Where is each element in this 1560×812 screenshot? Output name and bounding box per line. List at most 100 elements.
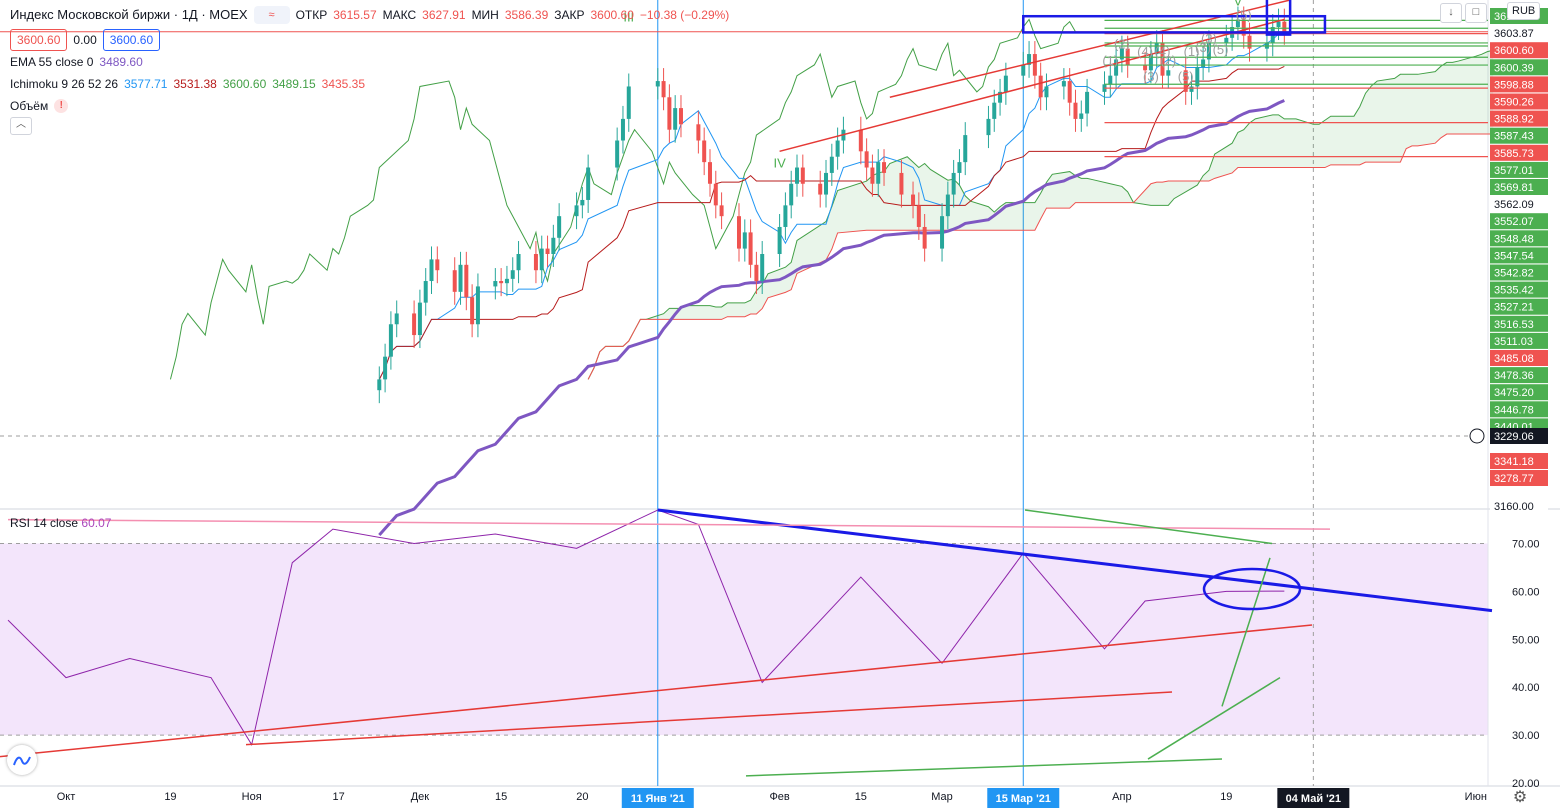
price-label-13: 3548.48	[1494, 233, 1534, 245]
candle-body	[661, 81, 666, 98]
price-label-box-25	[1490, 428, 1548, 444]
candle-body	[1201, 59, 1206, 68]
candle-body	[377, 379, 382, 391]
price-label-box-4	[1490, 76, 1548, 93]
candle-body	[800, 167, 805, 184]
chart-legend: Индекс Московской биржи · 1Д · MOEX ≈ ОТ…	[10, 4, 729, 135]
candle-body	[824, 172, 829, 195]
ema-name: EMA 55 close 0	[10, 55, 94, 69]
candle-body	[736, 216, 741, 249]
maximize-icon[interactable]: □	[1465, 3, 1487, 23]
time-highlight-label-0: 11 Янв '21	[631, 793, 685, 805]
time-axis-label-2: Ноя	[242, 791, 262, 803]
arrow-down-icon[interactable]: ↓	[1440, 3, 1462, 23]
candle-body	[458, 264, 463, 292]
price-label-box-19	[1490, 332, 1548, 349]
wave-label-6: (5)	[1236, 7, 1252, 22]
price-label-box-1	[1490, 25, 1548, 42]
candle-body	[998, 91, 1003, 103]
price-label-box-26	[1490, 453, 1548, 469]
candle-body	[620, 118, 625, 141]
candle-body	[951, 172, 956, 195]
candle-body	[1085, 91, 1090, 114]
wave-button[interactable]: ≈	[253, 6, 290, 24]
currency-badge[interactable]: RUB	[1507, 2, 1541, 20]
volume-legend[interactable]: Объём !	[10, 95, 729, 117]
symbol-title[interactable]: Индекс Московской биржи · 1Д · MOEX	[10, 7, 248, 22]
time-axis-label-9: Мар	[931, 791, 953, 803]
time-axis-label-4: Дек	[411, 791, 430, 803]
candle-body	[1108, 75, 1113, 85]
candle-body	[992, 102, 997, 119]
candle-body	[551, 237, 556, 254]
time-axis-label-8: 15	[855, 791, 867, 803]
ichimoku-span-a-line	[587, 49, 1494, 380]
candle-body	[1003, 75, 1008, 92]
spread-value: 0.00	[73, 33, 97, 47]
warning-icon[interactable]: !	[54, 99, 69, 113]
ichimoku-span-b-line	[587, 133, 1494, 380]
time-highlight-box-2	[1277, 788, 1350, 808]
price-label-box-21	[1490, 367, 1548, 384]
candle-body	[945, 194, 950, 217]
time-axis-label-7: Фев	[769, 791, 789, 803]
buy-button[interactable]: 3600.60	[102, 29, 161, 51]
sell-button[interactable]: 3600.60	[10, 29, 68, 51]
wave-label-10: (4)	[1137, 44, 1153, 59]
candle-body	[655, 81, 660, 87]
candle-body	[882, 162, 887, 173]
candle-body	[760, 254, 765, 282]
price-label-box-5	[1490, 93, 1548, 110]
tradingview-logo-icon[interactable]	[7, 745, 37, 775]
rsi-trendline-blue	[657, 508, 1493, 613]
candle-body	[922, 226, 927, 249]
candle-body	[499, 281, 504, 284]
candle-body	[516, 254, 521, 271]
rsi-circle-annotation	[1202, 567, 1302, 611]
candle-body	[533, 254, 538, 271]
candle-body	[1282, 21, 1287, 32]
price-label-box-18	[1490, 315, 1548, 332]
candle-body	[1154, 43, 1159, 55]
candle-body	[1032, 54, 1037, 76]
price-label-10: 3569.81	[1494, 182, 1534, 194]
candle-body	[423, 281, 428, 303]
candle-body	[383, 356, 388, 380]
wave-label-13: (3)	[1195, 40, 1211, 55]
candle-body	[835, 140, 840, 157]
price-label-28: 3160.00	[1494, 501, 1534, 513]
candle-body	[504, 278, 509, 284]
price-label-12: 3552.07	[1494, 216, 1534, 228]
candle-body	[1241, 19, 1246, 36]
ema-legend[interactable]: EMA 55 close 0 3489.60	[10, 51, 729, 73]
candle-body	[783, 205, 788, 227]
wave-label-11: (1)	[1184, 44, 1200, 59]
candle-body	[452, 270, 457, 292]
candle-body	[748, 232, 753, 265]
candle-body	[777, 226, 782, 254]
ichimoku-kijun-line	[378, 66, 1285, 380]
candle-body	[1038, 75, 1043, 98]
ohlc-0-key: ОТКР	[295, 8, 328, 22]
gear-icon[interactable]: ⚙	[1512, 789, 1528, 806]
time-axis-label-11: 19	[1220, 791, 1232, 803]
price-label-26: 3341.18	[1494, 456, 1534, 468]
ohlc-0-val: 3615.57	[333, 8, 377, 22]
chevron-up-icon[interactable]: ︿	[10, 117, 32, 135]
rsi-legend[interactable]: RSI 14 close 60.07	[10, 516, 111, 530]
ichimoku-legend[interactable]: Ichimoku 9 26 52 26 3577.71 3531.38 3600…	[10, 73, 729, 95]
wave-label-1: IV	[773, 156, 786, 171]
price-label-11: 3562.09	[1494, 199, 1534, 211]
ohlc-1-val: 3627.91	[422, 8, 466, 22]
candle-body	[429, 259, 434, 282]
ichimoku-span-b: 3435.35	[321, 77, 366, 91]
rsi-trendline-pink	[7, 518, 1331, 530]
price-label-16: 3535.42	[1494, 285, 1534, 297]
ichimoku-chikou-line	[169, 18, 1076, 380]
candle-body	[475, 286, 480, 325]
candle-body	[911, 194, 916, 206]
highlight-box-last	[1265, 0, 1292, 36]
candle-body	[1206, 43, 1211, 60]
